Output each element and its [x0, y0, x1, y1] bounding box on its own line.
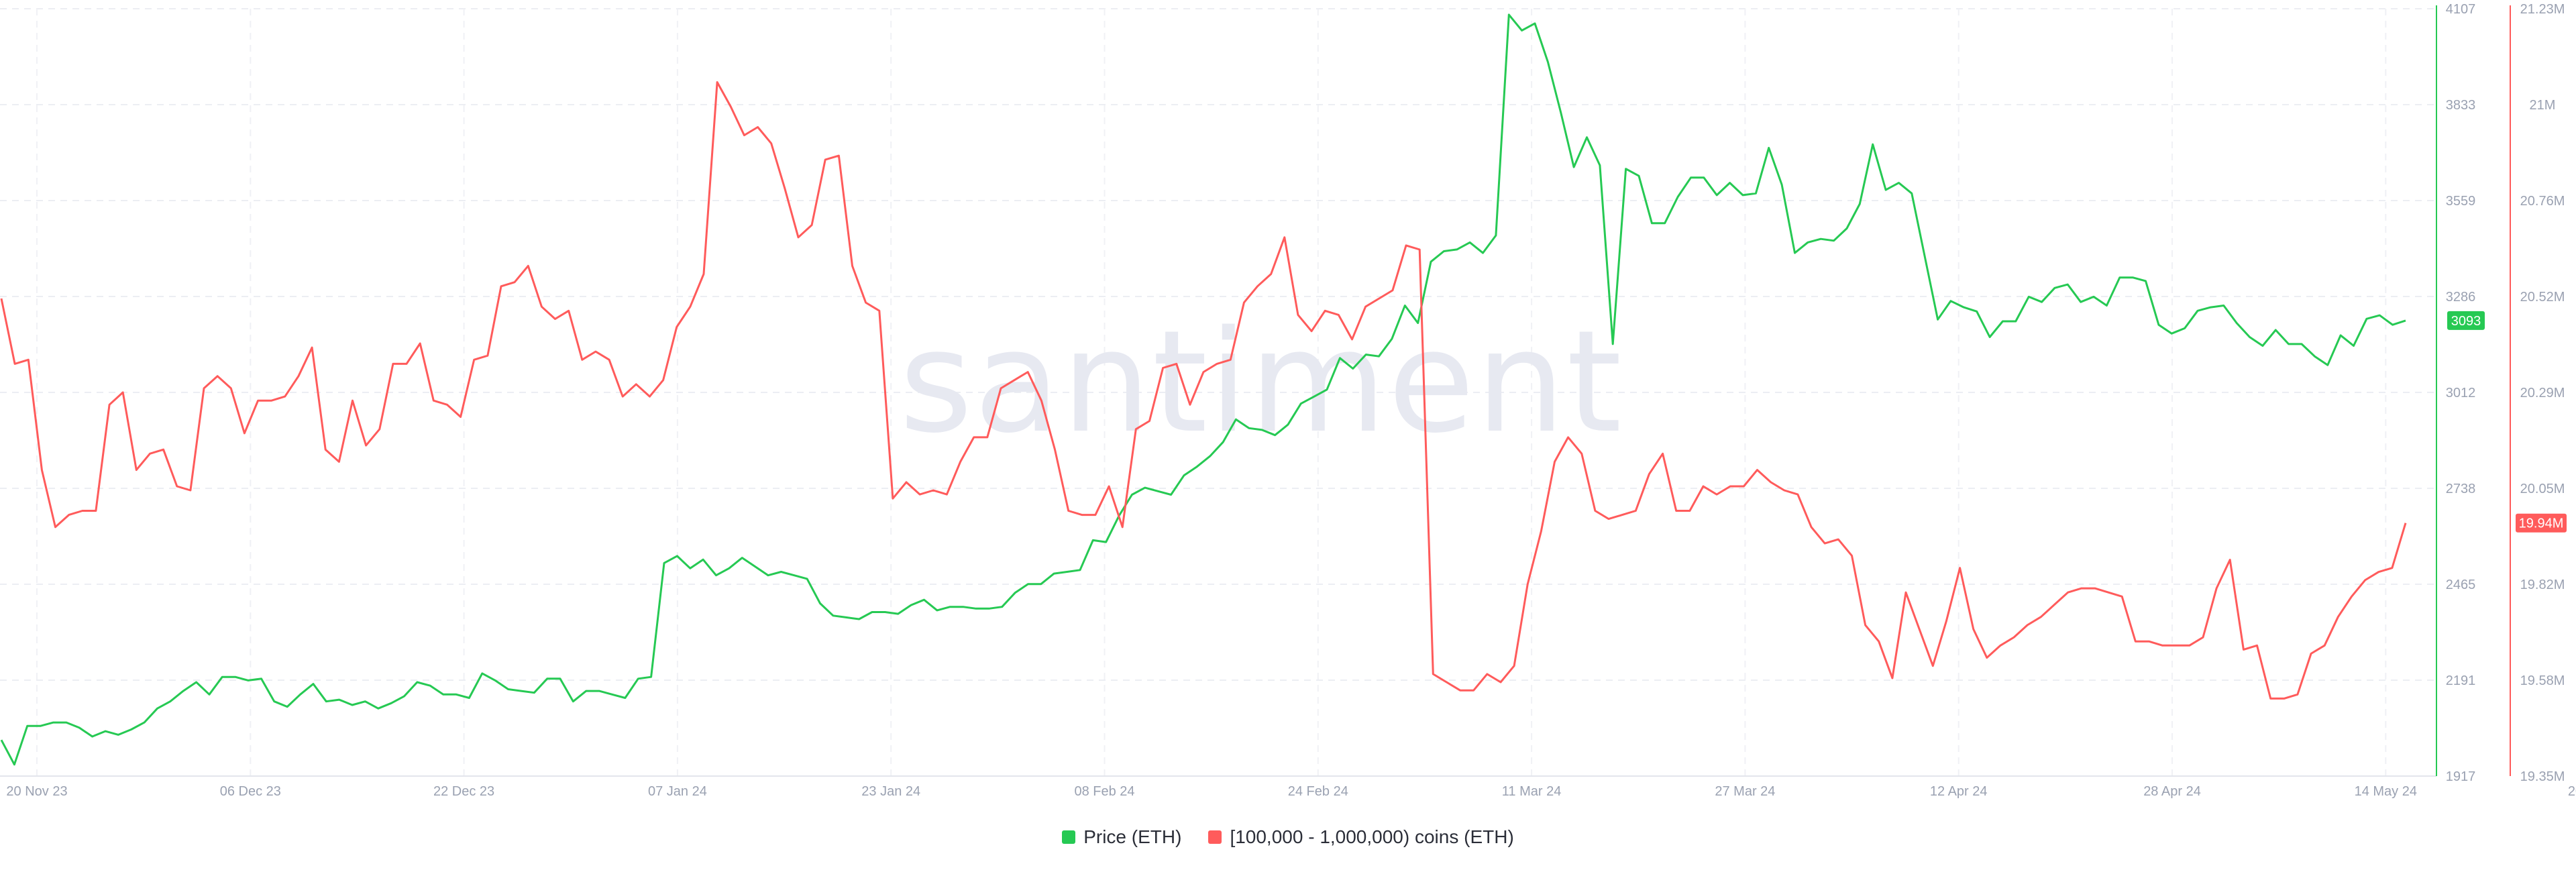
- y-right-tick-label: 19.58M: [2520, 673, 2565, 688]
- y-axis-right-ticks: 21.23M 21M 20.76M 20.52M 20.29M 20.05M 19.82M 1…: [2520, 2, 2565, 784]
- y-right-tick-label: 20.05M: [2520, 482, 2565, 496]
- x-tick-label: 08 Feb 24: [1074, 784, 1134, 799]
- x-axis-ticks: 20 Nov 23 06 Dec 23 22 Dec 23 07 Jan 24 23 J…: [6, 784, 2576, 799]
- x-tick-label: 12 Apr 24: [1930, 784, 1988, 799]
- price-line: [0, 13, 2406, 766]
- y-right-tick-label: 19.35M: [2520, 769, 2565, 784]
- y-left-tick-label: 1917: [2446, 769, 2476, 784]
- axes: [0, 5, 2511, 777]
- x-tick-label: 14 May 24: [2355, 784, 2417, 799]
- holders-last-value-badge: 19.94M: [2516, 513, 2567, 533]
- y-left-tick-label: 3012: [2446, 386, 2476, 400]
- legend-label-holders: [100,000 - 1,000,000) coins (ETH): [1230, 826, 1514, 847]
- x-tick-label: 06 Dec 23: [220, 784, 281, 799]
- chart-legend: Price (ETH) [100,000 - 1,000,000) coins …: [0, 826, 2576, 848]
- x-tick-label: 07 Jan 24: [648, 784, 707, 799]
- x-tick-label: 27 Mar 24: [1715, 784, 1775, 799]
- badge-text: 3093: [2451, 314, 2481, 329]
- y-right-tick-label: 21.23M: [2520, 2, 2565, 17]
- last-value-badges: 3093 19.94M: [2447, 311, 2567, 533]
- y-left-tick-label: 3833: [2446, 98, 2476, 113]
- y-left-tick-label: 3286: [2446, 290, 2476, 305]
- badge-background: [2516, 513, 2567, 533]
- y-left-tick-label: 3559: [2446, 194, 2476, 209]
- x-tick-label: 20 Nov 23: [6, 784, 67, 799]
- legend-item-holders[interactable]: [100,000 - 1,000,000) coins (ETH): [1208, 826, 1514, 848]
- badge-background: [2447, 311, 2485, 330]
- y-right-tick-label: 21M: [2530, 98, 2556, 113]
- y-left-tick-label: 2738: [2446, 482, 2476, 496]
- y-left-tick-label: 2465: [2446, 578, 2476, 592]
- x-tick-label: 24 Feb 24: [1288, 784, 1348, 799]
- x-tick-label: 28 Apr 24: [2143, 784, 2201, 799]
- santiment-watermark: santiment: [899, 300, 1623, 464]
- y-right-tick-label: 20.52M: [2520, 290, 2565, 305]
- y-right-tick-label: 20.76M: [2520, 194, 2565, 209]
- legend-swatch-red: [1208, 830, 1222, 844]
- x-tick-label: 22 Dec 23: [433, 784, 494, 799]
- y-left-tick-label: 2191: [2446, 673, 2476, 688]
- x-tick-label: 20 May 24: [2568, 784, 2576, 799]
- badge-text: 19.94M: [2519, 516, 2564, 531]
- x-tick-label: 11 Mar 24: [1502, 784, 1562, 799]
- series-lines: [0, 13, 2407, 766]
- y-axis-left-ticks: 4107 3833 3559 3286 3012 2738 2465 2191 1917: [2446, 2, 2476, 784]
- x-tick-label: 23 Jan 24: [861, 784, 920, 799]
- y-left-tick-label: 4107: [2446, 2, 2476, 17]
- y-right-tick-label: 19.82M: [2520, 578, 2565, 592]
- legend-item-price[interactable]: Price (ETH): [1062, 826, 1181, 848]
- legend-swatch-green: [1062, 830, 1076, 844]
- legend-label-price: Price (ETH): [1083, 826, 1182, 847]
- y-right-tick-label: 20.29M: [2520, 386, 2565, 400]
- holders-line: [0, 81, 2407, 700]
- price-last-value-badge: 3093: [2447, 311, 2485, 330]
